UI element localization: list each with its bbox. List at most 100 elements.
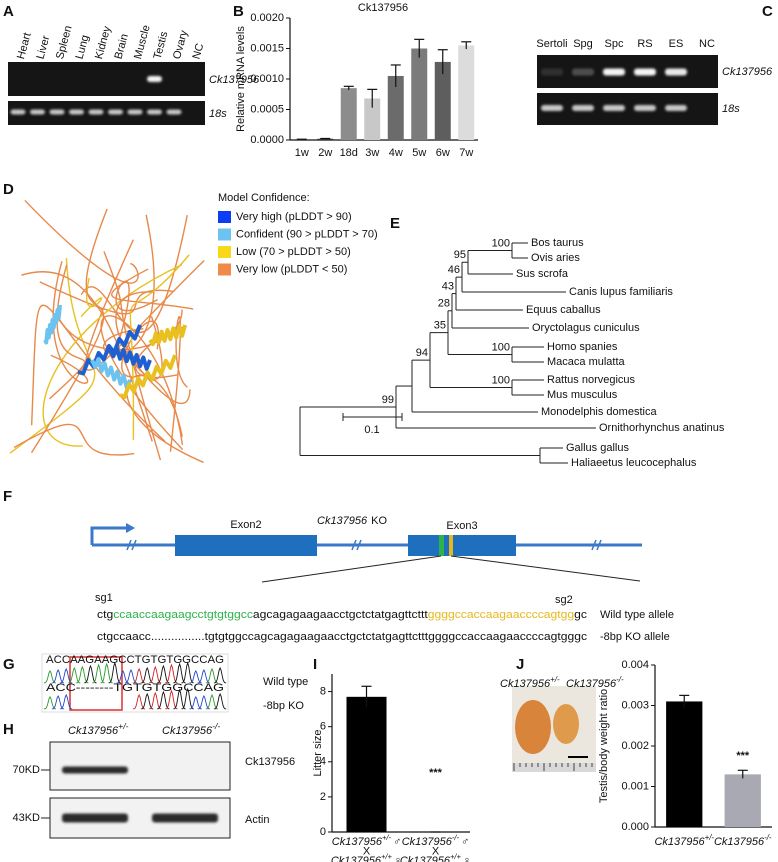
x-tick-label: 3w: [365, 147, 379, 159]
x-tick-label: 2w: [318, 147, 332, 159]
coil: [13, 423, 135, 456]
marker-label: 43KD: [12, 812, 40, 824]
marker-label: 70KD: [12, 764, 40, 776]
guide-label: sg2: [555, 594, 573, 606]
lane-label: Liver: [35, 34, 53, 60]
trace-label: -8bp KO: [263, 700, 304, 712]
sg1-site: [439, 535, 444, 556]
band: [634, 68, 656, 76]
x-tick-label: Ck137956+/-: [654, 833, 714, 848]
y-axis-label: Litter size: [312, 729, 324, 776]
x-tick-label-gene: Ck137956: [332, 836, 383, 848]
y-tick-label: 0.0000: [250, 134, 284, 146]
lane-label: Spc: [605, 38, 624, 50]
y-tick-label: 0.000: [621, 821, 649, 833]
bootstrap: 99: [382, 394, 394, 406]
trace-label: Wild type: [263, 676, 308, 688]
bootstrap: 35: [434, 320, 446, 332]
lane-label: Brain: [113, 33, 131, 61]
coil: [50, 261, 89, 384]
guide-label: sg1: [95, 592, 113, 604]
x-tick-label-sex: ♂: [461, 836, 469, 848]
band: [603, 68, 625, 76]
trace-peak: [108, 661, 121, 684]
gel-label: Ck137956: [722, 66, 773, 78]
legend-swatch: [218, 211, 231, 223]
helix: [90, 357, 132, 390]
x-tick-label-gene: Ck137956: [714, 836, 765, 848]
x-tick-label-gene: Ck137956: [331, 855, 382, 862]
exon-label: Exon3: [446, 520, 477, 532]
protein-label: Ck137956: [245, 756, 295, 768]
y-tick-label: 0.004: [621, 659, 649, 671]
band: [665, 105, 687, 111]
gel-c2: [537, 93, 718, 125]
coil: [84, 239, 205, 371]
ko-title: Ck137956 KO: [317, 515, 387, 527]
x-tick-label-genotype: +/-: [705, 833, 715, 842]
lane-genotype: Ck137956-/-: [162, 721, 220, 737]
band: [10, 109, 26, 115]
bootstrap: 94: [416, 347, 428, 359]
bootstrap: 100: [492, 374, 510, 386]
taxon: Ornithorhynchus anatinus: [599, 422, 725, 434]
bootstrap: 100: [492, 237, 510, 249]
zoom-line: [450, 555, 641, 582]
breaks: [126, 539, 602, 551]
lane-label: NC: [699, 38, 715, 50]
panel-label: G: [3, 656, 15, 673]
panel-label: H: [3, 721, 14, 738]
x-tick-label: Ck137956-/- ♂: [402, 833, 470, 848]
panel-label: E: [390, 215, 400, 232]
x-tick-label: Ck137956+/+ ♀: [331, 852, 402, 862]
x-tick-label: X: [432, 845, 440, 857]
ruler: [512, 763, 596, 772]
bootstrap: 95: [454, 249, 466, 261]
wt-sequence: ctg ccaaccaagaagcctgtgtggcc agcagagaagaacc…: [97, 609, 588, 621]
bar: [340, 88, 357, 140]
helix: [148, 324, 187, 347]
lane-label: Ovary: [171, 29, 190, 61]
legend-text: Very high (pLDDT > 90): [236, 211, 352, 223]
x-tick-label-genotype: -/-: [764, 833, 772, 842]
panel-label: A: [3, 3, 14, 20]
bar: [724, 774, 761, 827]
gel-label: 18s: [722, 103, 740, 115]
y-tick-label: 0.0020: [250, 12, 284, 24]
ko-suffix: KO: [371, 515, 387, 527]
taxon: Rattus norvegicus: [547, 374, 636, 386]
x-tick-label: 7w: [459, 147, 473, 159]
lane-label: RS: [637, 38, 652, 50]
y-tick-label: 8: [320, 685, 326, 697]
photo-label-genotype: -/-: [616, 675, 624, 684]
trace-peak: [59, 693, 73, 710]
legend-swatch: [218, 246, 231, 258]
taxon: Equus caballus: [526, 304, 601, 316]
coil: [30, 304, 166, 442]
band: [665, 68, 687, 76]
panel-label: C: [762, 3, 773, 20]
taxon: Mus musculus: [547, 389, 618, 401]
sequence-segment: ctg: [97, 609, 113, 621]
y-tick-label: 4: [320, 756, 326, 768]
sequence-segment: gc: [574, 609, 587, 621]
legend-swatch: [218, 263, 231, 276]
lane-label: Testis: [152, 30, 171, 61]
bootstrap: 28: [438, 298, 450, 310]
band: [49, 109, 65, 115]
y-axis-label: Relative mRNA levels: [235, 26, 247, 132]
x-tick-label-sex: ♂: [393, 836, 401, 848]
taxon: Monodelphis domestica: [541, 406, 657, 418]
bar: [434, 61, 451, 140]
scale-label: 0.1: [364, 424, 379, 436]
taxon: Sus scrofa: [516, 268, 569, 280]
lane-label: Spg: [573, 38, 593, 50]
bar: [317, 138, 334, 140]
zoom-line: [261, 555, 442, 583]
helix: [77, 324, 142, 376]
x-tick-label-sex: ♀: [463, 855, 471, 862]
lane-label: Lung: [74, 34, 92, 61]
photo-label: Ck137956-/-: [566, 675, 624, 690]
chart-title: Ck137956: [358, 2, 408, 14]
sequence-segment: ccaaccaagaagcctgtgtggcc: [113, 609, 253, 621]
